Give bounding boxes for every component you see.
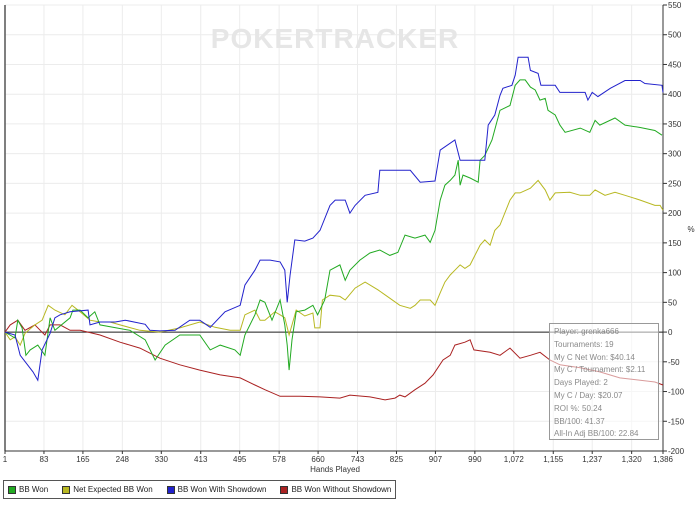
- x-tick-label: 990: [468, 455, 482, 464]
- grid: [4, 4, 664, 452]
- tick-labels: -200 -150 -100 -50 0 50 100 150 200 250 300 350 400 4…: [3, 1, 685, 464]
- stats-box: Player: grenka666 Tournaments: 19 My C N…: [549, 323, 659, 440]
- x-tick-label: 1: [3, 455, 8, 464]
- watermark: POKERTRACKER: [211, 23, 459, 54]
- legend-item-bb-won[interactable]: BB Won: [8, 485, 48, 494]
- legend-item-net-expected[interactable]: Net Expected BB Won: [62, 485, 153, 494]
- stat-days-played: Days Played: 2: [554, 378, 608, 388]
- y-tick-label: 300: [668, 150, 682, 159]
- y-tick-label: 550: [668, 1, 682, 10]
- series-line-bb-won-without-showdown: [4, 319, 664, 401]
- x-tick-label: 1,320: [622, 455, 643, 464]
- legend-swatch: [280, 485, 289, 494]
- x-tick-label: 83: [40, 455, 49, 464]
- x-tick-label: 1,386: [653, 455, 674, 464]
- x-tick-label: 1,237: [582, 455, 603, 464]
- series-line-bb-won-with-showdown: [4, 56, 664, 382]
- stat-per-tournament: My C / Tournament: $2.11: [554, 365, 646, 375]
- x-axis-label: Hands Played: [310, 465, 360, 474]
- y-tick-label: -100: [668, 388, 685, 397]
- legend-label: BB Won With Showdown: [177, 485, 267, 494]
- x-tick-label: 165: [76, 455, 90, 464]
- y-tick-label: 0: [668, 328, 673, 337]
- y-tick-label: 100: [668, 269, 682, 278]
- legend-label: Net Expected BB Won: [73, 485, 153, 494]
- y-tick-label: 500: [668, 31, 682, 40]
- series-lines: [4, 56, 664, 401]
- x-tick-label: 743: [351, 455, 365, 464]
- legend-item-without-showdown[interactable]: BB Won Without Showdown: [280, 485, 391, 494]
- y-tick-label: 400: [668, 90, 682, 99]
- x-tick-label: 825: [390, 455, 404, 464]
- y-tick-label: 50: [668, 298, 677, 307]
- legend: BB Won Net Expected BB Won BB Won With S…: [3, 480, 397, 499]
- x-tick-label: 413: [194, 455, 208, 464]
- legend-swatch: [8, 485, 16, 494]
- legend-item-with-showdown[interactable]: BB Won With Showdown: [166, 485, 267, 494]
- stat-net-won: My C Net Won: $40.14: [554, 352, 635, 362]
- x-tick-label: 1,155: [543, 455, 564, 464]
- y-tick-label: 250: [668, 179, 682, 188]
- x-tick-label: 660: [311, 455, 325, 464]
- x-tick-label: 330: [155, 455, 169, 464]
- stat-bb100: BB/100: 41.37: [554, 416, 605, 426]
- x-tick-label: 248: [116, 455, 130, 464]
- y-axis-label: %: [687, 225, 694, 234]
- stat-allin-bb100: All-In Adj BB/100: 22.84: [554, 429, 639, 439]
- stat-player: Player: grenka666: [554, 327, 619, 336]
- x-tick-label: 578: [272, 455, 286, 464]
- y-tick-label: 150: [668, 239, 682, 248]
- legend-swatch: [166, 485, 175, 494]
- stat-per-day: My C / Day: $20.07: [554, 390, 623, 400]
- series-line-bb-won: [4, 79, 663, 371]
- series-line-net-expected-bb-won: [4, 179, 664, 347]
- legend-label: BB Won: [19, 485, 49, 494]
- legend-label: BB Won Without Showdown: [291, 485, 392, 494]
- y-tick-label: -200: [668, 447, 685, 456]
- x-tick-label: 1,072: [504, 455, 525, 464]
- y-tick-label: 200: [668, 209, 682, 218]
- y-tick-label: -150: [668, 417, 685, 426]
- x-tick-label: 907: [429, 455, 443, 464]
- x-tick-label: 495: [233, 455, 247, 464]
- legend-swatch: [62, 485, 71, 494]
- stat-roi: ROI %: 50.24: [554, 403, 603, 413]
- y-tick-label: 450: [668, 60, 682, 69]
- y-tick-label: 350: [668, 120, 682, 129]
- y-tick-label: -50: [668, 358, 680, 367]
- stat-tournaments: Tournaments: 19: [554, 339, 614, 349]
